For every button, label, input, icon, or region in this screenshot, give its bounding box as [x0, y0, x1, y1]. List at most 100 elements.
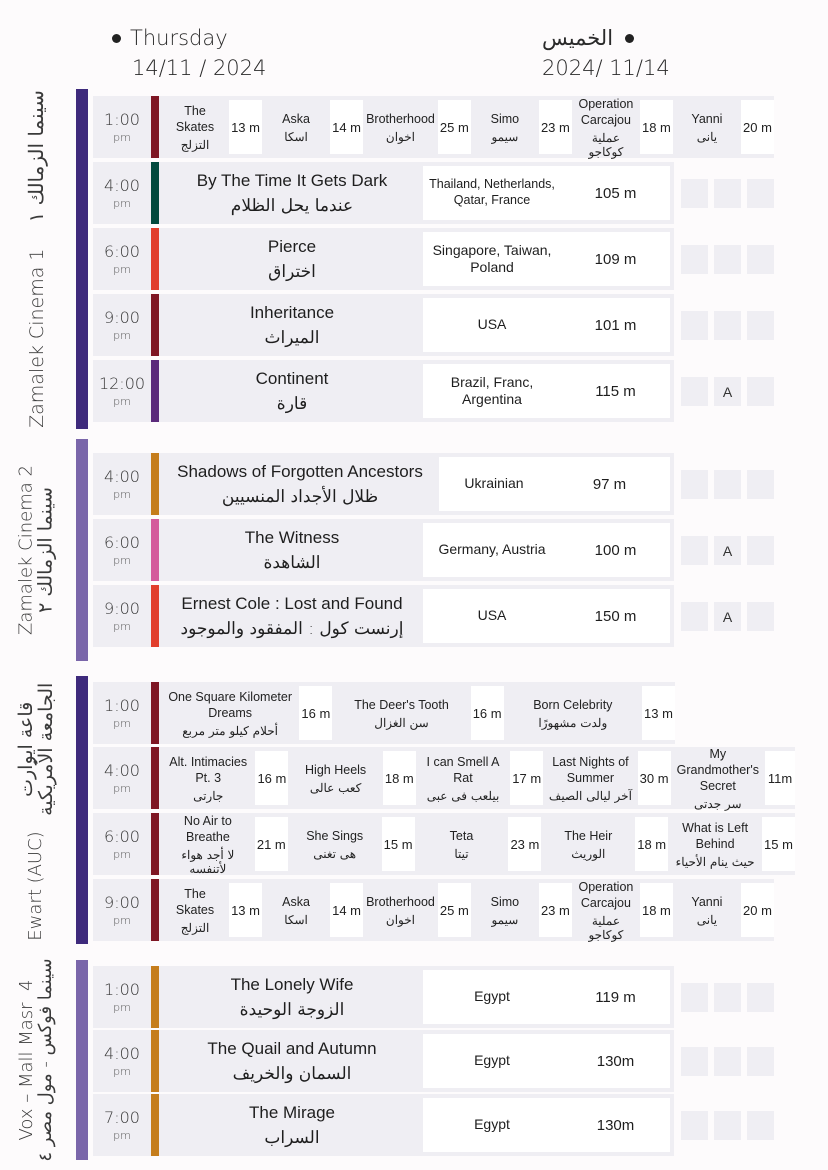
- film-title[interactable]: By The Time It Gets Dark عندما يحل الظلام: [161, 162, 423, 224]
- category-color-bar: [151, 813, 159, 875]
- date-en: 14/11 / 2024: [132, 56, 267, 80]
- film-title-en: By The Time It Gets Dark: [196, 170, 388, 190]
- short-film[interactable]: One Square Kilometer Dreams أحلام كيلو مت…: [161, 682, 299, 744]
- film-title-ar: السمان والخريف: [232, 1064, 352, 1085]
- short-film[interactable]: No Air to Breathe لا أجد هواء لأتنفسه: [161, 813, 255, 876]
- short-film[interactable]: The Deer's Tooth سن الغزال: [332, 682, 470, 744]
- screening-time: 4:00 pm: [93, 747, 151, 809]
- screening-row[interactable]: 4:00 pm Shadows of Forgotten Ancestors ظلال…: [93, 453, 674, 515]
- short-film[interactable]: Operation Carcajou عملية كوكاجو: [572, 879, 640, 942]
- time-value: 4:00: [104, 1044, 140, 1063]
- time-value: 6:00: [104, 242, 140, 261]
- short-title-ar: لا أجد هواء لأتنفسه: [181, 847, 235, 876]
- short-duration: 21 m: [254, 817, 288, 871]
- empty-badge: [681, 245, 708, 274]
- short-title-en: No Air to Breathe: [183, 813, 232, 844]
- short-duration: 11m: [765, 751, 796, 805]
- short-film[interactable]: Last Nights of Summer آخر ليالى الصيف: [543, 747, 637, 809]
- badge-group: [681, 179, 774, 208]
- screening-row[interactable]: 1:00 pm The Lonely Wife الزوجة الوحيدة Egypt…: [93, 966, 674, 1028]
- short-film[interactable]: Simo سيمو: [471, 879, 539, 941]
- film-title[interactable]: Shadows of Forgotten Ancestors ظلال الأجد…: [161, 453, 439, 515]
- short-film[interactable]: She Sings هى تغنى: [288, 813, 382, 875]
- short-title-en: Yanni: [691, 894, 723, 909]
- film-info: Brazil, Franc, Argentina 115 m: [423, 364, 670, 418]
- screening-row[interactable]: 4:00 pm By The Time It Gets Dark عندما يحل …: [93, 162, 674, 224]
- short-film[interactable]: Born Celebrity ولدت مشهورًا: [504, 682, 642, 744]
- film-title[interactable]: Ernest Cole : Lost and Found إرنست كول : …: [161, 585, 423, 647]
- venue-name-ar: سينما الزمالك ٢: [34, 487, 57, 613]
- short-film[interactable]: My Grandmother's Secret سر جدتى: [671, 747, 765, 811]
- film-title[interactable]: Inheritance الميراث: [161, 294, 423, 356]
- short-duration: 23 m: [538, 100, 572, 154]
- film-country: Thailand, Netherlands, Qatar, France: [429, 177, 555, 207]
- short-title-en: Simo: [490, 111, 520, 126]
- short-film[interactable]: Brotherhood اخوان: [363, 96, 438, 158]
- day-en: Thursday: [112, 26, 266, 50]
- short-title-ar: اسكا: [284, 129, 308, 144]
- film-duration: 130m: [596, 1052, 635, 1070]
- screening-time: 9:00 pm: [93, 879, 151, 941]
- short-title-ar: بيلعب فى عبى: [426, 788, 500, 803]
- short-film[interactable]: Brotherhood اخوان: [363, 879, 438, 941]
- film-country: USA: [477, 607, 507, 624]
- short-film[interactable]: The Skates التزلج: [161, 96, 229, 158]
- short-title-ar: الوريث: [571, 846, 606, 861]
- screening-row[interactable]: 6:00 pm Pierce اختراق Singapore, Taiwan, Pol…: [93, 228, 674, 290]
- screening-row[interactable]: 9:00 pm Ernest Cole : Lost and Found إرنست …: [93, 585, 674, 647]
- short-film[interactable]: Alt. Intimacies Pt. 3 جارتى: [161, 747, 255, 809]
- film-title[interactable]: Continent قارة: [161, 360, 423, 422]
- empty-badge: [747, 1111, 774, 1140]
- short-film[interactable]: The Skates التزلج: [161, 879, 229, 941]
- short-title-en: Yanni: [691, 111, 723, 126]
- short-film[interactable]: Aska اسكا: [262, 96, 330, 158]
- empty-badge: [714, 470, 741, 499]
- screening-row[interactable]: 4:00 pm The Quail and Autumn السمان والخريف…: [93, 1030, 674, 1092]
- film-title[interactable]: The Witness الشاهدة: [161, 519, 423, 581]
- screening-row[interactable]: 12:00 pm Continent قارة Brazil, Franc, Argen…: [93, 360, 674, 422]
- film-title[interactable]: The Lonely Wife الزوجة الوحيدة: [161, 966, 423, 1028]
- category-color-bar: [151, 294, 159, 356]
- empty-badge: [747, 179, 774, 208]
- short-film[interactable]: I can Smell A Rat بيلعب فى عبى: [416, 747, 510, 809]
- shorts-screening-row[interactable]: 9:00 pm The Skates التزلج 13 m Aska اسكا 14 m Br…: [93, 879, 774, 942]
- short-title-en: Teta: [449, 828, 474, 843]
- header-english: Thursday 14/11 / 2024: [112, 26, 266, 80]
- screening-row[interactable]: 6:00 pm The Witness الشاهدة Germany, Austria…: [93, 519, 674, 581]
- empty-badge: [747, 536, 774, 565]
- screening-row[interactable]: 9:00 pm Inheritance الميراث USA 101 m: [93, 294, 674, 356]
- empty-badge: [681, 179, 708, 208]
- shorts-screening-row[interactable]: 1:00 pm The Skates التزلج 13 m Aska اسكا 14 m Br…: [93, 96, 774, 159]
- short-title-ar: سيمو: [491, 129, 519, 144]
- short-film[interactable]: Yanni يانى: [673, 96, 741, 158]
- short-duration: 30 m: [637, 751, 671, 805]
- short-film[interactable]: Simo سيمو: [471, 96, 539, 158]
- film-title[interactable]: Pierce اختراق: [161, 228, 423, 290]
- short-title-en: Simo: [490, 894, 520, 909]
- badge-group: [681, 1047, 774, 1076]
- film-duration: 101 m: [594, 316, 637, 334]
- film-title[interactable]: The Mirage السراب: [161, 1094, 423, 1156]
- shorts-screening-row[interactable]: 6:00 pm No Air to Breathe لا أجد هواء لأتنف…: [93, 813, 795, 876]
- short-film[interactable]: Aska اسكا: [262, 879, 330, 941]
- short-film[interactable]: The Heir الوريث: [541, 813, 635, 875]
- shorts-screening-row[interactable]: 1:00 pm One Square Kilometer Dreams أحلام ك…: [93, 682, 675, 744]
- short-title-ar: آخر ليالى الصيف: [548, 788, 632, 803]
- short-title-ar: اخوان: [385, 912, 416, 927]
- film-title-en: The Lonely Wife: [230, 974, 354, 994]
- short-duration: 25 m: [437, 100, 471, 154]
- film-title[interactable]: The Quail and Autumn السمان والخريف: [161, 1030, 423, 1092]
- short-film[interactable]: Teta تيتا: [415, 813, 509, 875]
- short-film[interactable]: High Heels كعب عالى: [288, 747, 382, 809]
- rating-badge: A: [714, 377, 741, 406]
- short-title-ar: التزلج: [180, 137, 210, 152]
- shorts-screening-row[interactable]: 4:00 pm Alt. Intimacies Pt. 3 جارتى 16 m High…: [93, 747, 796, 811]
- short-duration: 17 m: [510, 751, 544, 805]
- category-color-bar: [151, 966, 159, 1028]
- empty-badge: [747, 377, 774, 406]
- short-film[interactable]: Yanni يانى: [673, 879, 741, 941]
- venue-name-ar: قاعة ايوارت الجامعة الأمريكية: [15, 682, 57, 816]
- screening-row[interactable]: 7:00 pm The Mirage السراب Egypt 130m: [93, 1094, 674, 1156]
- short-film[interactable]: Operation Carcajou عملية كوكاجو: [572, 96, 640, 159]
- short-film[interactable]: What is Left Behind حيث ينام الأحياء: [668, 813, 762, 875]
